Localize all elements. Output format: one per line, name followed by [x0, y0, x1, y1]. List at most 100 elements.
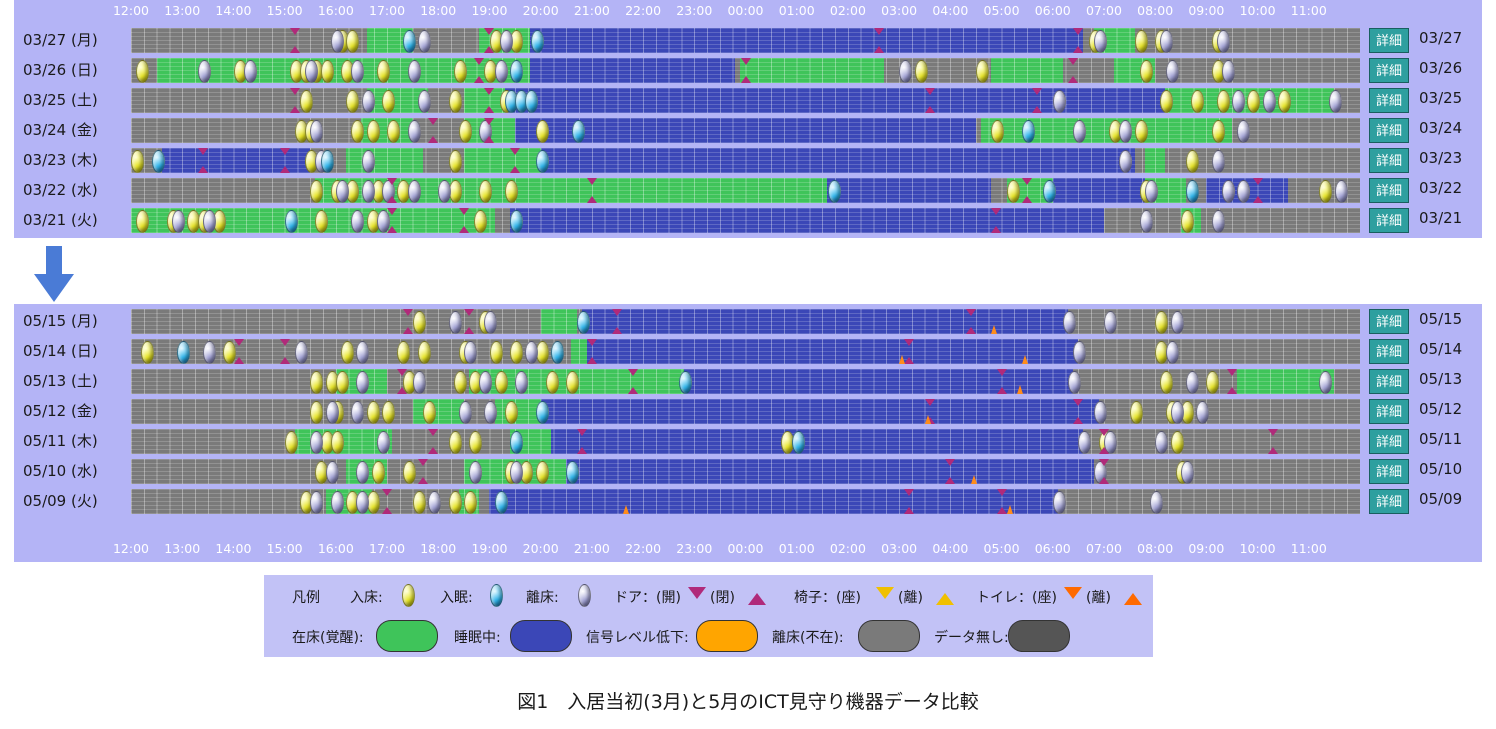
left-bed-marker-icon[interactable]: [356, 341, 370, 364]
in-bed-marker-icon[interactable]: [1134, 30, 1148, 53]
day-timeline-bar[interactable]: [131, 88, 1360, 113]
in-bed-marker-icon[interactable]: [397, 341, 411, 364]
in-bed-marker-icon[interactable]: [346, 90, 360, 113]
in-bed-marker-icon[interactable]: [504, 180, 518, 203]
day-timeline-bar[interactable]: [131, 339, 1360, 364]
in-bed-marker-icon[interactable]: [300, 90, 314, 113]
in-bed-marker-icon[interactable]: [412, 491, 426, 514]
in-bed-marker-icon[interactable]: [1191, 90, 1205, 113]
left-bed-marker-icon[interactable]: [294, 341, 308, 364]
asleep-marker-icon[interactable]: [510, 431, 524, 454]
in-bed-marker-icon[interactable]: [131, 150, 145, 173]
asleep-marker-icon[interactable]: [791, 431, 805, 454]
left-bed-marker-icon[interactable]: [1186, 371, 1199, 394]
left-bed-marker-icon[interactable]: [458, 401, 472, 424]
left-bed-marker-icon[interactable]: [1150, 491, 1164, 514]
left-bed-marker-icon[interactable]: [1170, 311, 1184, 334]
in-bed-marker-icon[interactable]: [141, 341, 155, 364]
left-bed-marker-icon[interactable]: [356, 461, 370, 484]
left-bed-marker-icon[interactable]: [1073, 341, 1087, 364]
asleep-marker-icon[interactable]: [320, 150, 334, 173]
detail-button[interactable]: 詳細: [1369, 178, 1409, 203]
left-bed-marker-icon[interactable]: [325, 461, 339, 484]
in-bed-marker-icon[interactable]: [346, 30, 360, 53]
in-bed-marker-icon[interactable]: [1216, 90, 1230, 113]
left-bed-marker-icon[interactable]: [172, 210, 186, 233]
left-bed-marker-icon[interactable]: [438, 180, 452, 203]
in-bed-marker-icon[interactable]: [351, 120, 365, 143]
detail-button[interactable]: 詳細: [1369, 369, 1409, 394]
in-bed-marker-icon[interactable]: [1186, 150, 1199, 173]
left-bed-marker-icon[interactable]: [197, 60, 211, 83]
in-bed-marker-icon[interactable]: [136, 210, 150, 233]
left-bed-marker-icon[interactable]: [479, 371, 493, 394]
in-bed-marker-icon[interactable]: [453, 60, 467, 83]
left-bed-marker-icon[interactable]: [1068, 371, 1082, 394]
asleep-marker-icon[interactable]: [1186, 180, 1199, 203]
asleep-marker-icon[interactable]: [827, 180, 841, 203]
left-bed-marker-icon[interactable]: [1104, 311, 1118, 334]
day-timeline-bar[interactable]: [131, 429, 1360, 454]
left-bed-marker-icon[interactable]: [899, 60, 913, 83]
left-bed-marker-icon[interactable]: [525, 341, 539, 364]
asleep-marker-icon[interactable]: [1042, 180, 1056, 203]
left-bed-marker-icon[interactable]: [1196, 401, 1210, 424]
left-bed-marker-icon[interactable]: [1170, 401, 1184, 424]
left-bed-marker-icon[interactable]: [351, 401, 365, 424]
left-bed-marker-icon[interactable]: [330, 30, 344, 53]
in-bed-marker-icon[interactable]: [402, 461, 416, 484]
in-bed-marker-icon[interactable]: [371, 461, 385, 484]
in-bed-marker-icon[interactable]: [1155, 311, 1169, 334]
asleep-marker-icon[interactable]: [566, 461, 580, 484]
left-bed-marker-icon[interactable]: [1329, 90, 1343, 113]
in-bed-marker-icon[interactable]: [535, 461, 549, 484]
left-bed-marker-icon[interactable]: [1145, 180, 1159, 203]
left-bed-marker-icon[interactable]: [1119, 150, 1133, 173]
in-bed-marker-icon[interactable]: [991, 120, 1005, 143]
left-bed-marker-icon[interactable]: [1155, 431, 1169, 454]
in-bed-marker-icon[interactable]: [315, 210, 329, 233]
in-bed-marker-icon[interactable]: [1247, 90, 1261, 113]
left-bed-marker-icon[interactable]: [469, 461, 483, 484]
left-bed-marker-icon[interactable]: [1262, 90, 1276, 113]
in-bed-marker-icon[interactable]: [1134, 120, 1148, 143]
day-timeline-bar[interactable]: [131, 28, 1360, 53]
left-bed-marker-icon[interactable]: [463, 341, 477, 364]
in-bed-marker-icon[interactable]: [479, 180, 493, 203]
in-bed-marker-icon[interactable]: [469, 431, 483, 454]
in-bed-marker-icon[interactable]: [382, 90, 396, 113]
left-bed-marker-icon[interactable]: [325, 401, 339, 424]
left-bed-marker-icon[interactable]: [1093, 401, 1107, 424]
day-timeline-bar[interactable]: [131, 178, 1360, 203]
in-bed-marker-icon[interactable]: [545, 371, 559, 394]
in-bed-marker-icon[interactable]: [448, 90, 462, 113]
in-bed-marker-icon[interactable]: [387, 120, 401, 143]
detail-button[interactable]: 詳細: [1369, 208, 1409, 233]
left-bed-marker-icon[interactable]: [412, 371, 426, 394]
in-bed-marker-icon[interactable]: [376, 60, 390, 83]
in-bed-marker-icon[interactable]: [284, 431, 298, 454]
day-timeline-bar[interactable]: [131, 208, 1360, 233]
asleep-marker-icon[interactable]: [151, 150, 165, 173]
in-bed-marker-icon[interactable]: [1211, 120, 1225, 143]
left-bed-marker-icon[interactable]: [1052, 90, 1066, 113]
asleep-marker-icon[interactable]: [402, 30, 416, 53]
day-timeline-bar[interactable]: [131, 148, 1360, 173]
day-timeline-bar[interactable]: [131, 58, 1360, 83]
left-bed-marker-icon[interactable]: [310, 120, 324, 143]
left-bed-marker-icon[interactable]: [1211, 150, 1225, 173]
in-bed-marker-icon[interactable]: [535, 120, 549, 143]
detail-button[interactable]: 詳細: [1369, 118, 1409, 143]
left-bed-marker-icon[interactable]: [407, 120, 421, 143]
left-bed-marker-icon[interactable]: [202, 210, 216, 233]
asleep-marker-icon[interactable]: [494, 491, 508, 514]
in-bed-marker-icon[interactable]: [366, 401, 380, 424]
asleep-marker-icon[interactable]: [284, 210, 298, 233]
in-bed-marker-icon[interactable]: [366, 120, 380, 143]
day-timeline-bar[interactable]: [131, 489, 1360, 514]
left-bed-marker-icon[interactable]: [351, 60, 365, 83]
left-bed-marker-icon[interactable]: [310, 491, 324, 514]
in-bed-marker-icon[interactable]: [320, 60, 334, 83]
asleep-marker-icon[interactable]: [510, 210, 524, 233]
in-bed-marker-icon[interactable]: [458, 120, 472, 143]
